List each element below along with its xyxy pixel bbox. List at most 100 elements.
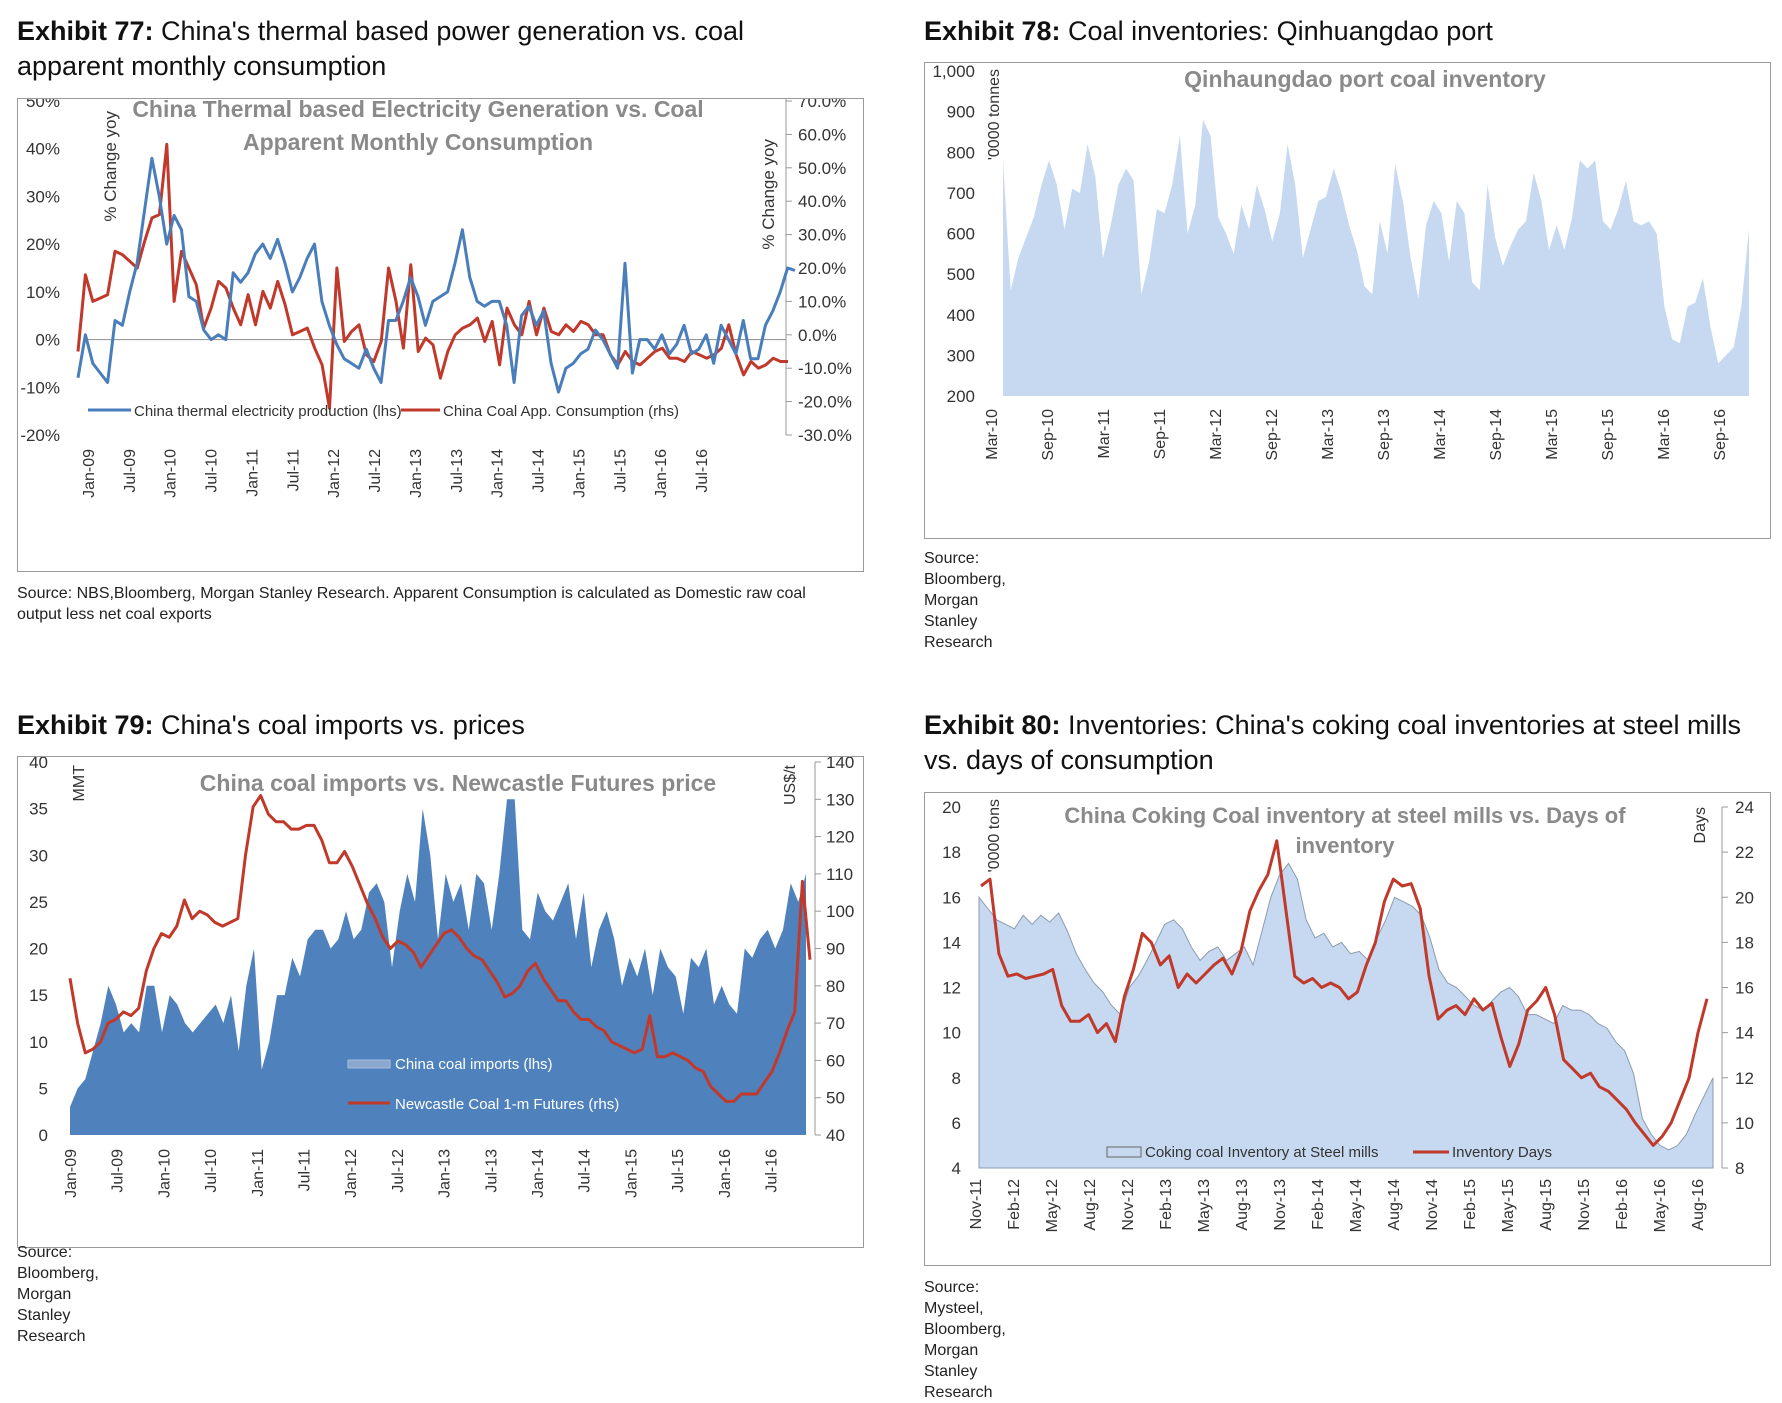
chart-79-frame: 0 5 10 15 20 25 30 35 40 40 50 60 70 80 90 100 110 120 130… xyxy=(17,756,864,1248)
x-tick: Jul-13 xyxy=(483,1149,500,1193)
x-tick: May-12 xyxy=(1044,1179,1061,1232)
x-tick: Mar-14 xyxy=(1432,409,1449,460)
chart-title: Apparent Monthly Consumption xyxy=(243,129,593,155)
y-tick-right: 140 xyxy=(826,757,854,772)
x-tick: Jul-12 xyxy=(390,1149,407,1193)
x-tick: Jan-15 xyxy=(623,1149,640,1198)
chart-title: inventory xyxy=(1295,833,1395,858)
x-tick: Jul-16 xyxy=(694,449,711,493)
x-tick: Jan-10 xyxy=(163,449,180,498)
x-tick: Mar-16 xyxy=(1656,409,1673,460)
x-tick: Feb-13 xyxy=(1158,1179,1175,1230)
series-line-thermal-production xyxy=(76,156,796,394)
y-tick-right: 40 xyxy=(826,1126,845,1145)
exhibit-78-label: Exhibit 78: xyxy=(924,16,1061,46)
exhibit-78-source: Source: Bloomberg, Morgan Stanley Resear… xyxy=(924,550,1006,651)
y-tick-right: 80 xyxy=(826,977,845,996)
y-tick-right: 10 xyxy=(1735,1114,1754,1133)
y-tick: 1,000 xyxy=(932,63,975,81)
y-tick-left: 50% xyxy=(26,99,60,111)
exhibit-80-label: Exhibit 80: xyxy=(924,710,1061,740)
chart-80-svg: 4 6 8 10 12 14 16 18 20 8 10 12 14 16 18 20 22 24 '0000 to… xyxy=(942,798,1754,1232)
x-tick: Sep-16 xyxy=(1712,409,1729,461)
exhibit-80-title-text: Inventories: China's coking coal invento… xyxy=(924,710,1742,775)
x-tick: Jan-16 xyxy=(717,1149,734,1198)
x-tick: Jan-15 xyxy=(571,449,588,498)
y-tick-left: -20% xyxy=(20,426,60,445)
y-tick-right: 70.0% xyxy=(798,99,846,111)
y-tick-left: 40 xyxy=(29,757,48,772)
x-tick: Feb-14 xyxy=(1310,1179,1327,1230)
x-tick: Jan-12 xyxy=(343,1149,360,1198)
x-tick: Nov-13 xyxy=(1272,1179,1289,1231)
x-tick: Feb-12 xyxy=(1006,1179,1023,1230)
y-tick-left: 14 xyxy=(942,933,961,952)
y-tick: 800 xyxy=(947,143,975,162)
series-line-inventory-days xyxy=(980,839,1709,1147)
y-tick-right: -20.0% xyxy=(798,393,852,412)
x-tick: Nov-15 xyxy=(1576,1179,1593,1231)
exhibit-79-title-text: China's coal imports vs. prices xyxy=(161,710,525,740)
y-axis-label-right: US$/t xyxy=(782,764,799,805)
y-tick-right: 8 xyxy=(1735,1159,1744,1178)
x-tick: Mar-12 xyxy=(1208,409,1225,460)
x-tick: Jul-11 xyxy=(297,1149,314,1191)
y-tick-left: 20% xyxy=(26,235,60,254)
y-tick-right: 50 xyxy=(826,1089,845,1108)
y-tick-right: 14 xyxy=(1735,1024,1754,1043)
x-tick: Jul-14 xyxy=(531,449,548,493)
y-tick: 700 xyxy=(947,184,975,203)
exhibit-80-source: Source: Mysteel, Bloomberg, Morgan Stanl… xyxy=(924,1279,1006,1401)
x-tick: Jul-15 xyxy=(612,449,629,493)
y-tick: 500 xyxy=(947,265,975,284)
y-tick-left: 10% xyxy=(26,283,60,302)
legend-label-red: China Coal App. Consumption (rhs) xyxy=(443,403,679,420)
y-tick: 900 xyxy=(947,103,975,122)
y-tick: 400 xyxy=(947,306,975,325)
series-area-coking-inventory xyxy=(978,862,1714,1169)
chart-title: Qinhaungdao port coal inventory xyxy=(1184,66,1546,92)
x-tick: Sep-15 xyxy=(1600,409,1617,461)
x-tick: Jul-09 xyxy=(110,1149,127,1193)
y-tick-right: 12 xyxy=(1735,1069,1754,1088)
y-tick-right: 20.0% xyxy=(798,259,846,278)
exhibit-78-title-text: Coal inventories: Qinhuangdao port xyxy=(1068,16,1493,46)
exhibit-77-source: Source: NBS,Bloomberg, Morgan Stanley Re… xyxy=(17,585,806,623)
y-tick-left: 30 xyxy=(29,846,48,865)
y-tick-left: 5 xyxy=(39,1079,48,1098)
chart-title: China Thermal based Electricity Generati… xyxy=(132,99,703,122)
series-area-inventory xyxy=(1003,119,1749,397)
y-tick-left: 12 xyxy=(942,979,961,998)
x-tick: Jul-16 xyxy=(764,1149,781,1193)
chart-78-frame: 200 300 400 500 600 700 800 900 1,000 '0000 tonne… xyxy=(924,62,1771,539)
x-tick: Nov-14 xyxy=(1424,1179,1441,1231)
x-tick: Aug-13 xyxy=(1234,1179,1251,1231)
x-tick: Jan-11 xyxy=(244,449,261,497)
y-tick-right: 20 xyxy=(1735,888,1754,907)
y-tick-right: 110 xyxy=(826,865,853,884)
x-tick: May-14 xyxy=(1348,1179,1365,1232)
y-tick-left: 16 xyxy=(942,888,961,907)
x-tick: May-15 xyxy=(1500,1179,1517,1232)
x-tick: Jan-09 xyxy=(81,449,98,498)
x-tick: Jan-13 xyxy=(437,1149,454,1198)
x-tick: Jul-09 xyxy=(122,449,139,493)
exhibit-79-source: Source: Bloomberg, Morgan Stanley Resear… xyxy=(17,1244,99,1345)
y-axis-label-left: MMT xyxy=(71,765,88,802)
x-tick: Aug-14 xyxy=(1386,1179,1403,1231)
legend-swatch-imports xyxy=(347,1059,391,1069)
exhibit-79-title: Exhibit 79: China's coal imports vs. pri… xyxy=(17,708,857,743)
x-tick: Jan-09 xyxy=(63,1149,80,1198)
y-tick-left: 0 xyxy=(39,1126,48,1145)
x-tick: Sep-11 xyxy=(1152,409,1169,460)
x-tick: Jan-16 xyxy=(653,449,670,498)
y-axis-label-left: % Change yoy xyxy=(101,111,120,222)
x-tick: Aug-16 xyxy=(1690,1179,1707,1231)
x-tick: Jul-15 xyxy=(670,1149,687,1193)
x-tick: Jul-14 xyxy=(577,1149,594,1193)
y-tick-left: 10 xyxy=(942,1024,961,1043)
y-tick-left: 35 xyxy=(29,800,48,819)
y-tick-left: 10 xyxy=(29,1033,48,1052)
x-tick: Nov-12 xyxy=(1120,1179,1137,1231)
y-tick-right: 60.0% xyxy=(798,125,846,144)
